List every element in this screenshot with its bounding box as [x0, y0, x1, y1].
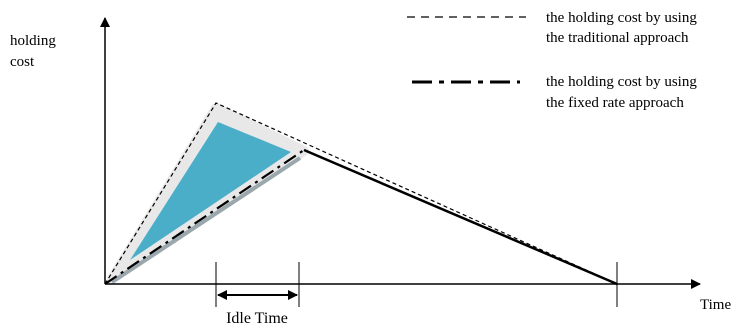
shaded-difference-fill [130, 122, 291, 260]
shaded-region-edge [110, 156, 302, 284]
legend-fixed-line2: the fixed rate approach [546, 95, 684, 111]
y-axis-label-line2: cost [10, 54, 35, 70]
legend-traditional-line1: the holding cost by using [546, 10, 697, 26]
legend-fixed-line1: the holding cost by using [546, 74, 697, 90]
legend-traditional-line2: the traditional approach [546, 30, 689, 46]
idle-time-label: Idle Time [226, 310, 288, 327]
y-axis-label-line1: holding [10, 33, 56, 49]
fixed-rate-rising-line [104, 149, 305, 285]
x-axis-label: Time [700, 297, 731, 313]
fixed-rate-falling-line [303, 148, 618, 286]
traditional-cost-line [104, 102, 618, 285]
